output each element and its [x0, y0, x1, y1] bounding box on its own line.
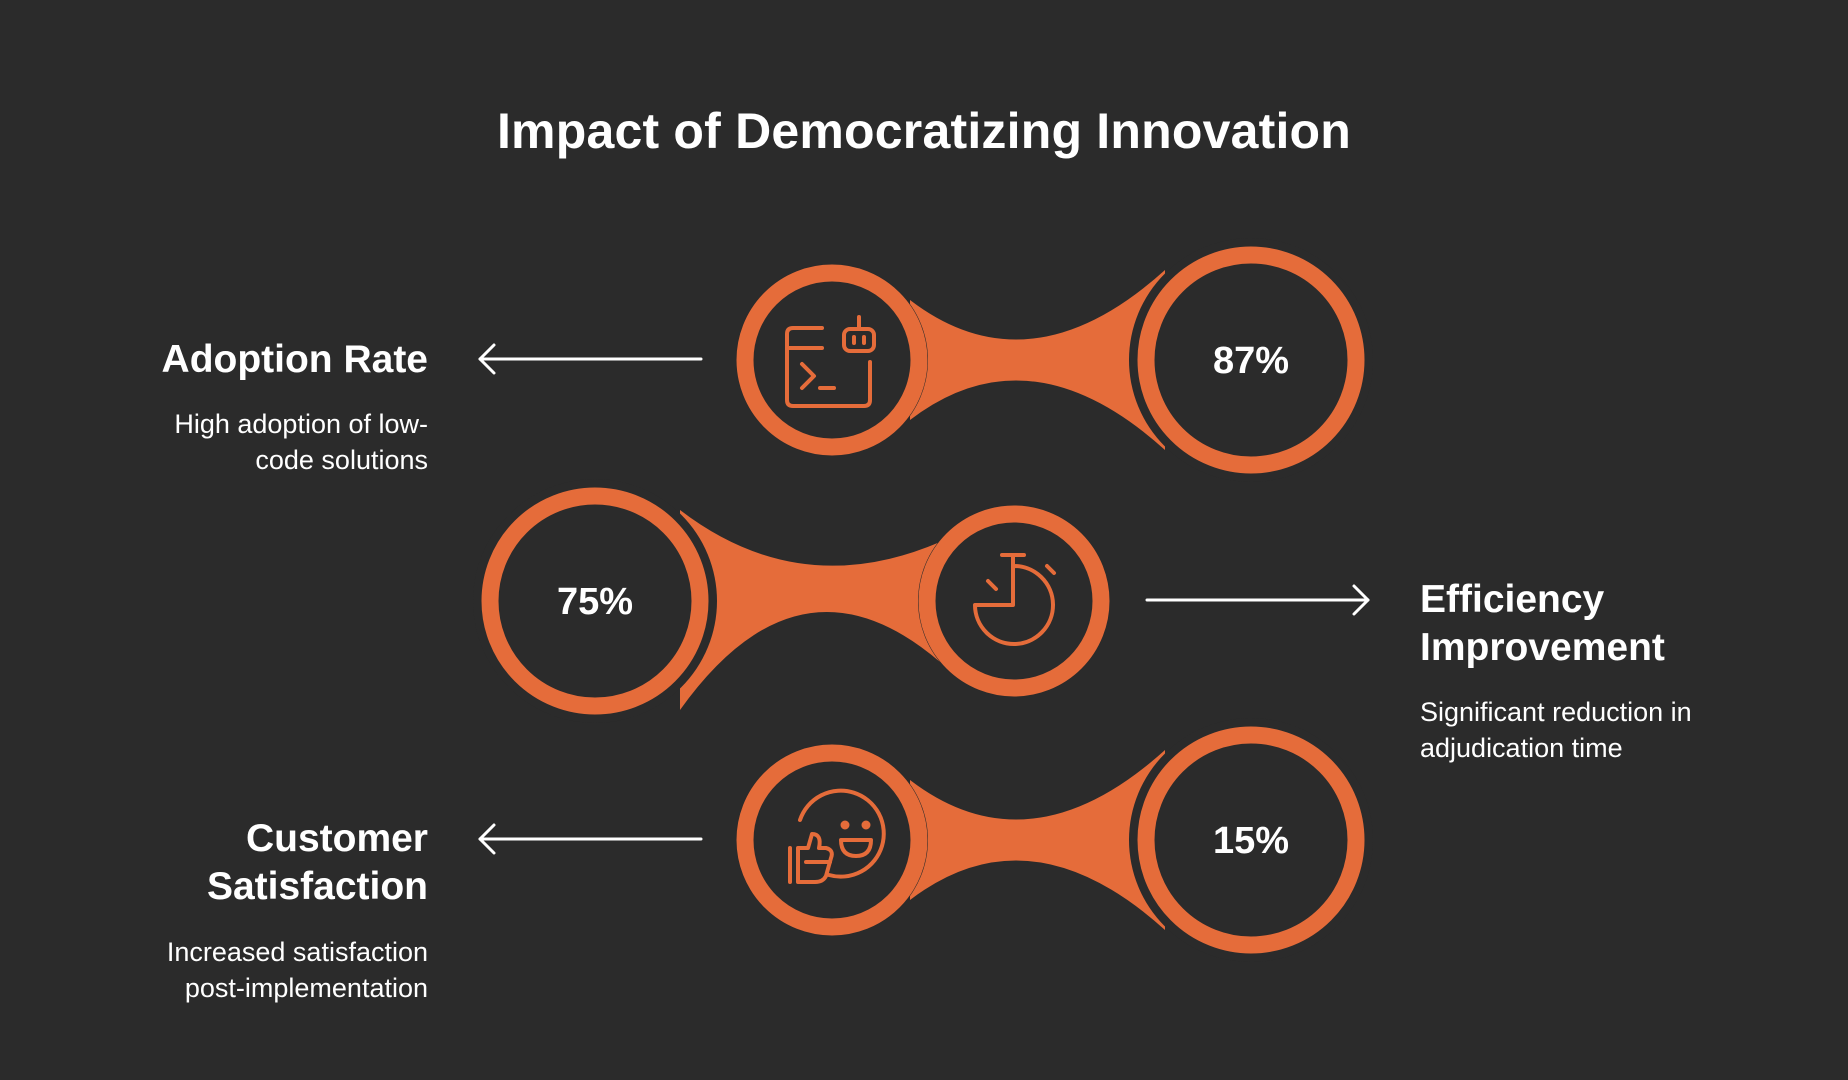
connector-shape: [910, 750, 1165, 930]
adoption-rate-description: High adoption of low- code solutions: [174, 409, 428, 475]
terminal-robot-icon: [785, 315, 876, 408]
value-text: 75%: [557, 581, 633, 623]
connector-shape: [680, 510, 940, 710]
connector-shape: [910, 270, 1165, 450]
row-efficiency-improvement: 75%: [473, 479, 1110, 723]
efficiency-improvement-description: Significant reduction in adjudication ti…: [1420, 697, 1692, 763]
icon-circle: [736, 264, 928, 456]
customer-satisfaction-label: Customer Satisfaction: [206, 817, 428, 908]
arrow-right-efficiency: [1145, 584, 1370, 616]
adoption-rate-label: Adoption Rate: [161, 338, 428, 381]
row-adoption-rate: 87%: [736, 238, 1373, 482]
value-text: 87%: [1213, 340, 1289, 382]
efficiency-improvement-label: Efficiency Improvement: [1420, 578, 1665, 669]
value-circle: [473, 479, 717, 723]
stopwatch-icon: [973, 553, 1056, 646]
icon-circle: [736, 744, 928, 936]
value-circle: [1129, 718, 1373, 962]
page-title: Impact of Democratizing Innovation: [496, 103, 1352, 159]
arrow-left-adoption: [478, 343, 703, 375]
row-customer-satisfaction: 15%: [736, 718, 1373, 962]
arrow-left-satisfaction: [478, 823, 703, 855]
value-circle: [1129, 238, 1373, 482]
smiley-thumbs-up-icon: [788, 788, 886, 884]
value-text: 15%: [1213, 820, 1289, 862]
customer-satisfaction-description: Increased satisfaction post-implementati…: [166, 937, 428, 1003]
